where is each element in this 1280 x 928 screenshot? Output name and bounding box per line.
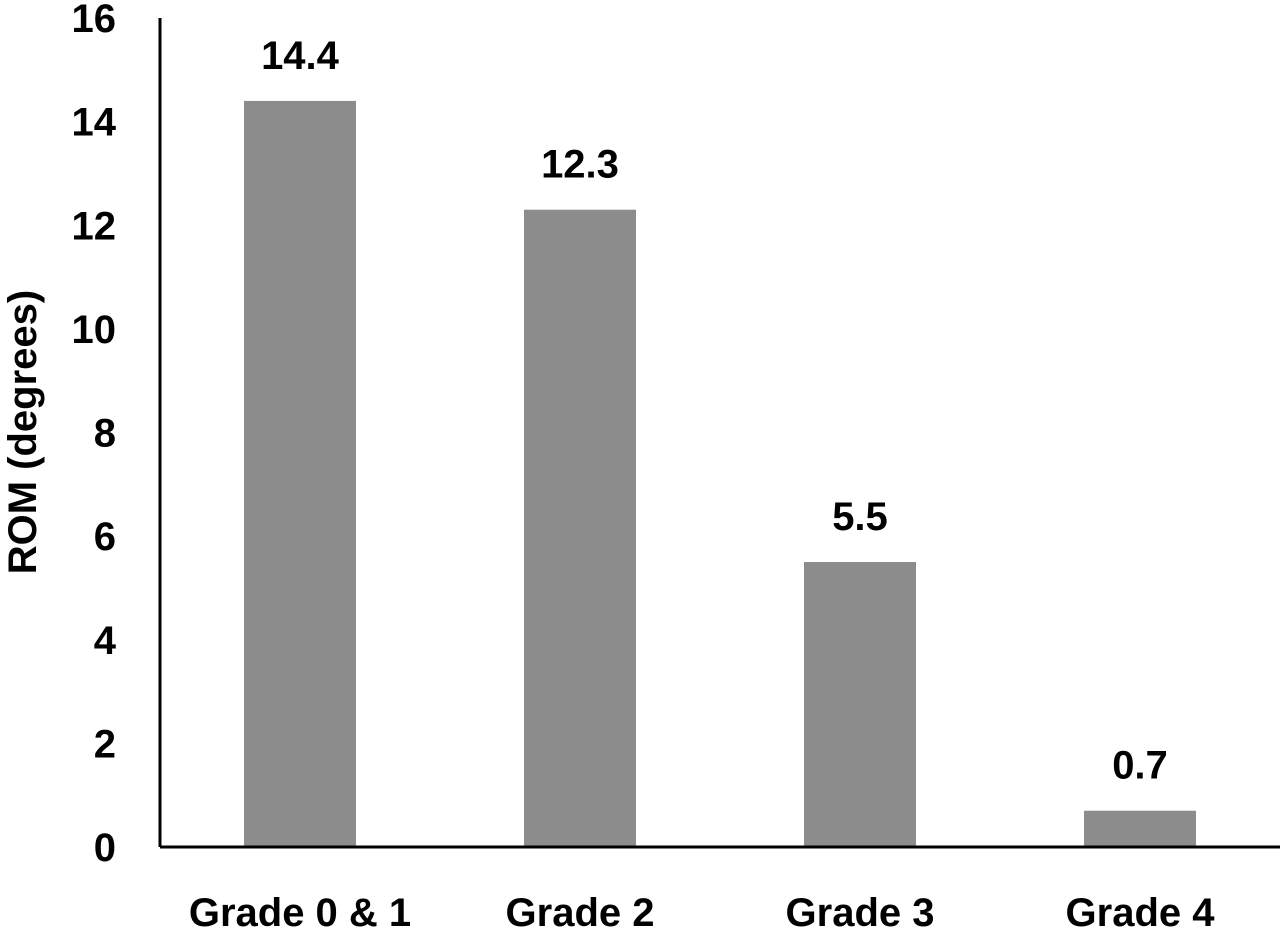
y-tick-label: 2 bbox=[94, 722, 116, 766]
y-tick-label: 10 bbox=[72, 308, 117, 352]
bar bbox=[524, 209, 636, 848]
y-tick-label: 16 bbox=[72, 0, 117, 41]
x-category-labels: Grade 0 & 1 Grade 2 Grade 3 Grade 4 bbox=[189, 891, 1215, 928]
data-label: 5.5 bbox=[832, 495, 888, 539]
data-label: 0.7 bbox=[1112, 744, 1168, 788]
x-category-label: Grade 2 bbox=[506, 891, 655, 928]
x-category-label: Grade 0 & 1 bbox=[189, 891, 411, 928]
y-axis-title: ROM (degrees) bbox=[1, 290, 45, 575]
y-tick-label: 6 bbox=[94, 515, 116, 559]
y-tick-label: 4 bbox=[94, 619, 117, 663]
y-tick-labels: 0 2 4 6 8 10 12 14 16 bbox=[72, 0, 117, 870]
y-tick-label: 8 bbox=[94, 412, 116, 456]
x-category-label: Grade 3 bbox=[786, 891, 935, 928]
data-labels: 14.4 12.3 5.5 0.7 bbox=[261, 34, 1168, 788]
y-tick-label: 14 bbox=[72, 101, 117, 145]
y-tick-label: 12 bbox=[72, 204, 117, 248]
bar bbox=[244, 100, 356, 847]
bar bbox=[804, 562, 916, 847]
bars-layer bbox=[244, 100, 1196, 848]
data-label: 12.3 bbox=[541, 143, 619, 187]
y-tick-label: 0 bbox=[94, 826, 116, 870]
bar bbox=[1084, 810, 1196, 847]
data-label: 14.4 bbox=[261, 34, 340, 78]
x-category-label: Grade 4 bbox=[1066, 891, 1216, 928]
